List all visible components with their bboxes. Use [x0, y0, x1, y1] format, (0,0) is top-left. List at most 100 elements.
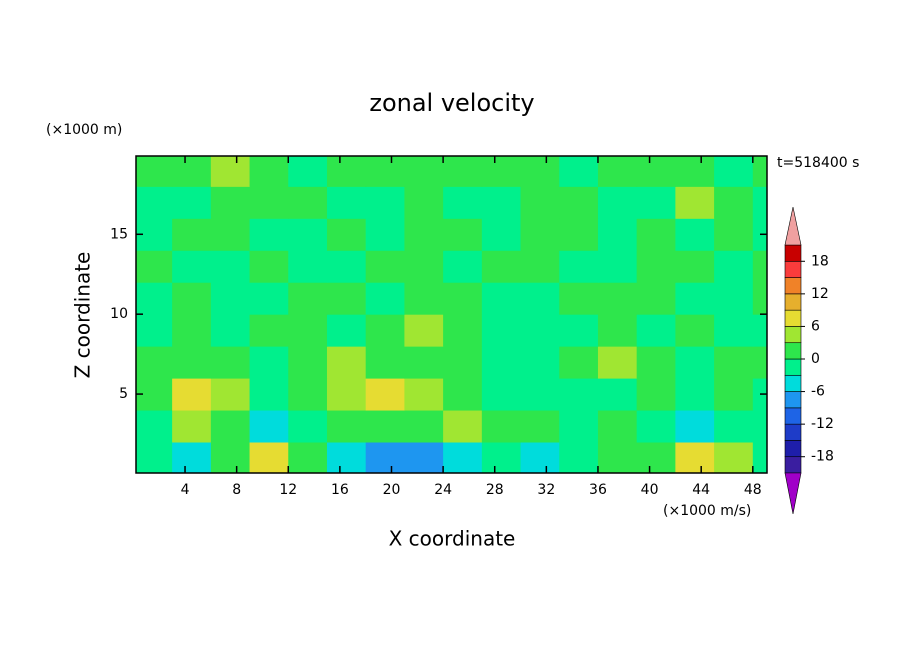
contour-cell [365, 156, 405, 187]
contour-cell [210, 282, 251, 315]
contour-cell [365, 250, 405, 283]
contour-cell [520, 346, 560, 379]
contour-cell [675, 346, 715, 379]
contour-cell [597, 156, 638, 187]
contour-cell [636, 442, 676, 473]
contour-cell [404, 250, 444, 283]
contour-cell [210, 156, 251, 187]
x-tick-label: 44 [692, 482, 710, 498]
chart-title: zonal velocity [369, 89, 534, 117]
contour-cell [636, 378, 676, 411]
contour-cell [136, 186, 173, 219]
contour-cell [675, 410, 715, 443]
contour-cell [172, 378, 212, 411]
colorbar-box [784, 309, 802, 327]
contour-cell [481, 156, 522, 187]
contour-cell [636, 186, 676, 219]
colorbar-tick-label: -18 [811, 449, 834, 465]
contour-cell [714, 218, 754, 251]
contour-cell [365, 442, 405, 473]
contour-cell [443, 186, 483, 219]
contour-cell [597, 282, 638, 315]
contour-cell [597, 378, 638, 411]
contour-cell [326, 186, 367, 219]
contour-cell [172, 346, 212, 379]
time-label: t=518400 s [777, 155, 859, 171]
contour-cell [210, 314, 251, 347]
x-tick-label: 12 [279, 482, 297, 498]
colorbar-box [784, 456, 802, 474]
contour-cell [714, 346, 754, 379]
contour-cell [172, 314, 212, 347]
contour-cell [172, 186, 212, 219]
contour-cell [288, 378, 328, 411]
contour-cell [136, 156, 173, 187]
contour-cell [636, 282, 676, 315]
contour-cell [136, 442, 173, 473]
contour-cell [636, 314, 676, 347]
contour-cell [249, 250, 289, 283]
contour-cell [172, 250, 212, 283]
contour-cell [326, 156, 367, 187]
contour-cell [559, 442, 599, 473]
contour-cell [520, 218, 560, 251]
contour-cell [443, 218, 483, 251]
colorbar-tick-label: 0 [811, 351, 820, 367]
contour-cell [481, 282, 522, 315]
contour-cell [559, 218, 599, 251]
contour-cell [520, 250, 560, 283]
contour-cell [520, 314, 560, 347]
contour-cell [714, 442, 754, 473]
contour-cell [481, 442, 522, 473]
colorbar-box [784, 391, 802, 409]
contour-cell [365, 378, 405, 411]
contour-cell [288, 282, 328, 315]
contour-cell [249, 314, 289, 347]
y-tick-label: 10 [110, 306, 128, 322]
contour-cell [404, 410, 444, 443]
contour-cell [559, 250, 599, 283]
colorbar-tick-label: -12 [811, 416, 834, 432]
contour-cell [752, 410, 767, 443]
x-tick-label: 16 [331, 482, 349, 498]
contour-cell [597, 410, 638, 443]
contour-cell [249, 410, 289, 443]
contour-cell [675, 186, 715, 219]
colorbar-box [784, 407, 802, 425]
x-tick-label: 32 [537, 482, 555, 498]
contour-cell [714, 282, 754, 315]
contour-cell [249, 282, 289, 315]
x-tick-label: 40 [641, 482, 659, 498]
contour-cell [136, 250, 173, 283]
contour-cell [714, 378, 754, 411]
contour-cell [597, 250, 638, 283]
contour-cell [752, 218, 767, 251]
contour-cell [326, 410, 367, 443]
contour-field [136, 156, 767, 473]
contour-cell [481, 218, 522, 251]
colorbar-box [784, 423, 802, 441]
contour-cell [365, 314, 405, 347]
contour-cell [559, 410, 599, 443]
contour-cell [404, 186, 444, 219]
contour-cell [365, 218, 405, 251]
contour-cell [675, 156, 715, 187]
colorbar-tick-label: -6 [811, 384, 825, 400]
contour-cell [210, 378, 251, 411]
contour-cell [404, 346, 444, 379]
contour-cell [210, 218, 251, 251]
contour-cell [210, 410, 251, 443]
contour-cell [288, 410, 328, 443]
x-tick-label: 20 [383, 482, 401, 498]
contour-cell [249, 442, 289, 473]
contour-cell [404, 156, 444, 187]
y-unit: (×1000 m) [46, 122, 122, 138]
colorbar-extend-high [784, 206, 802, 246]
contour-cell [752, 282, 767, 315]
contour-cell [752, 346, 767, 379]
contour-cell [249, 378, 289, 411]
contour-cell [443, 442, 483, 473]
contour-cell [365, 346, 405, 379]
